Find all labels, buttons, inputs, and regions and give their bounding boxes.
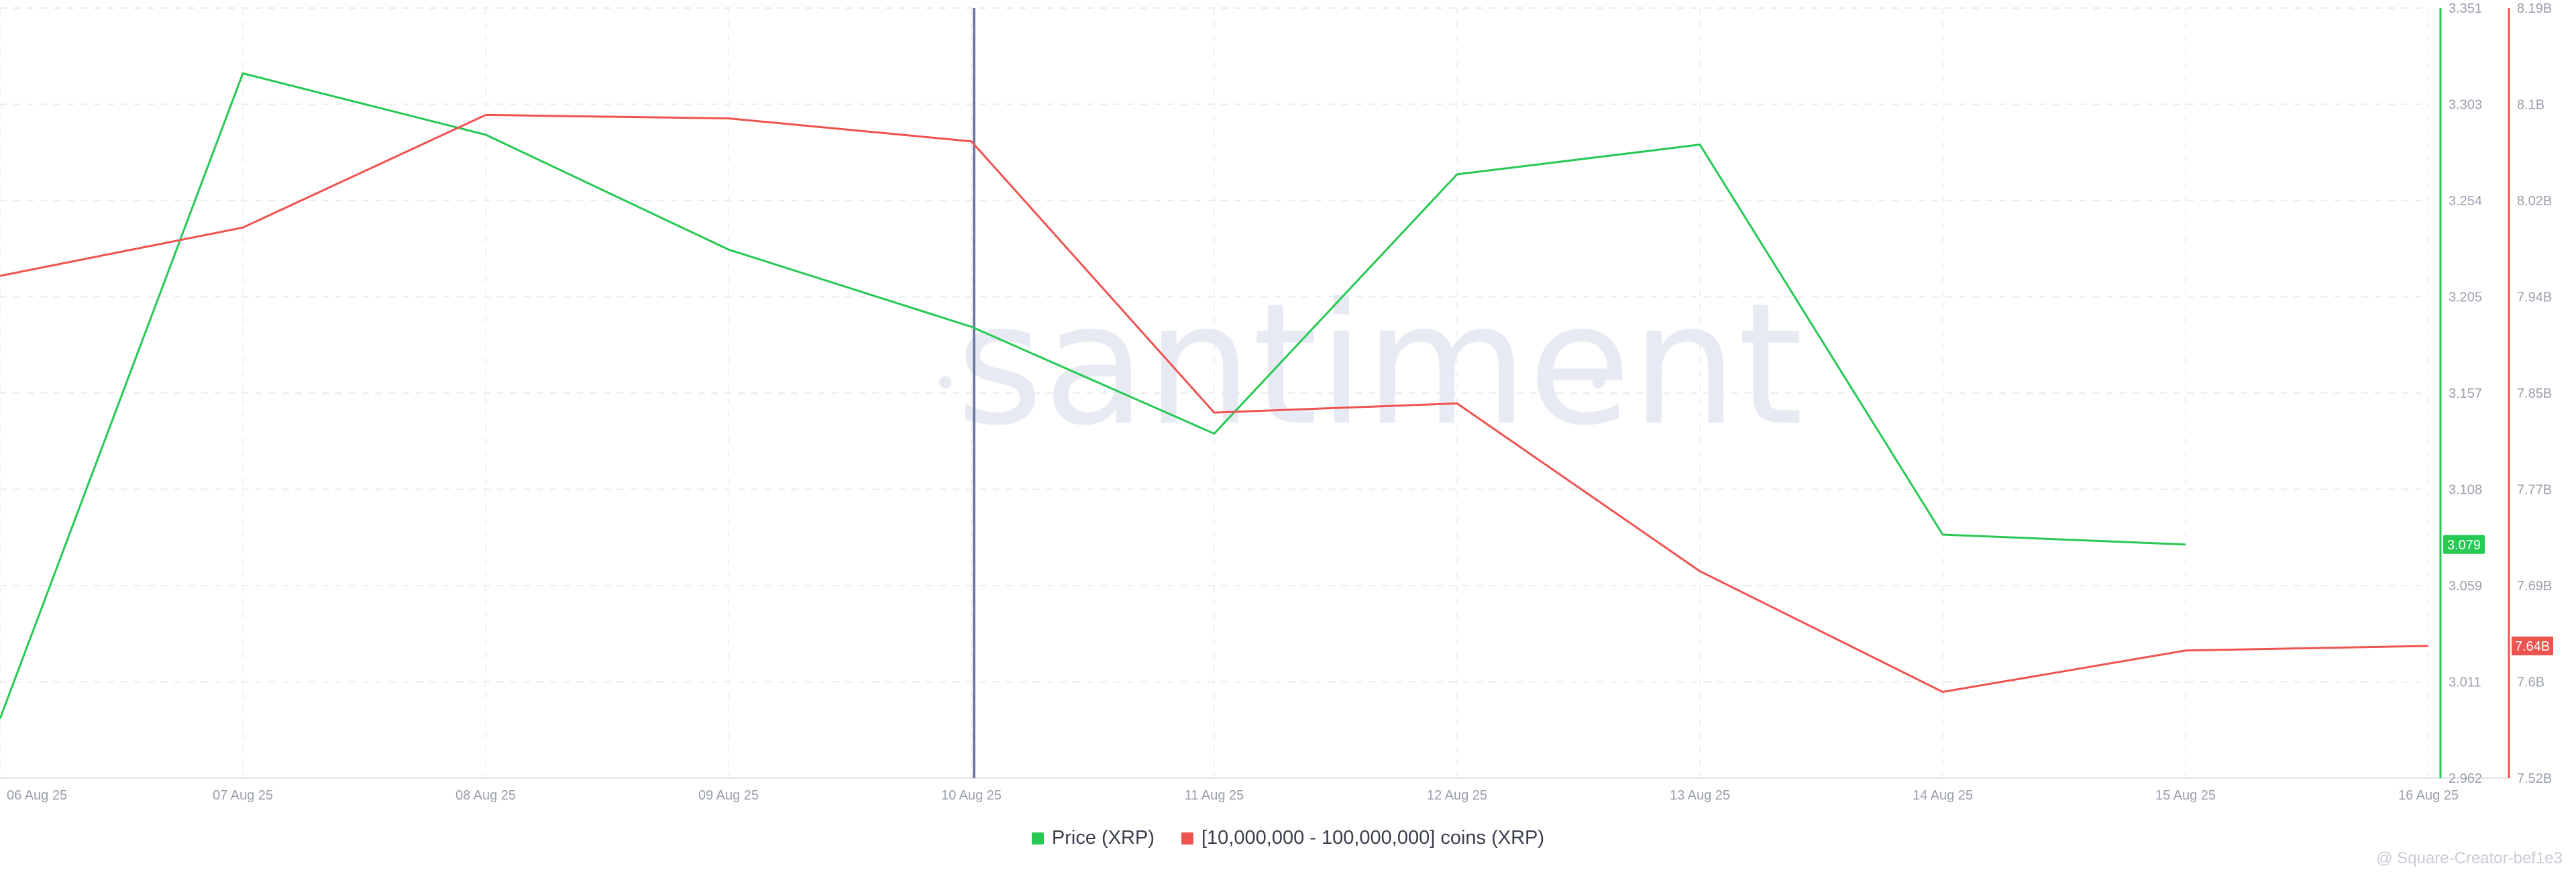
price-axis-tick-label: 3.205 [2449,290,2482,305]
price-current-badge: 3.079 [2447,538,2481,553]
x-tick-label: 09 Aug 25 [698,788,759,803]
author-credit: @ Square-Creator-bef1e3 [2376,849,2563,867]
x-tick-label: 13 Aug 25 [1670,788,1730,803]
legend-swatch-price [1031,832,1044,844]
legend-label-holders: [10,000,000 - 100,000,000] coins (XRP) [1201,827,1545,849]
price-axis-tick-label: 3.157 [2449,386,2482,401]
chart-marks [0,8,2429,778]
legend: Price (XRP) [10,000,000 - 100,000,000] c… [0,827,2576,849]
legend-label-price: Price (XRP) [1051,827,1155,849]
holders-current-badge-bg [2512,636,2553,655]
x-tick-label: 11 Aug 25 [1185,788,1244,803]
x-tick-label: 07 Aug 25 [213,788,273,803]
chart-axes [0,8,2510,779]
tick-labels: 06 Aug 25 07 Aug 25 08 Aug 25 09 Aug 25 10 A… [7,1,2553,803]
price-current-badge-bg [2443,535,2485,554]
holders-axis-tick-label: 8.1B [2517,98,2544,113]
x-tick-label: 16 Aug 25 [2398,788,2459,803]
x-tick-label: 14 Aug 25 [1913,788,1973,803]
holders-axis-tick-label: 7.69B [2517,579,2552,594]
price-series-line [0,72,2186,719]
watermark-dot-right [1593,376,1605,388]
legend-item-price[interactable]: Price (XRP) [1031,827,1155,849]
line-chart: santiment 06 Aug 25 07 Aug 25 08 Aug 25 09 … [0,1,2553,803]
holders-axis-tick-label: 7.94B [2517,290,2552,305]
watermark-text: santiment [956,267,1803,462]
x-tick-label: 08 Aug 25 [455,788,516,803]
holders-axis-tick-label: 7.6B [2517,675,2544,690]
price-axis-tick-label: 3.254 [2449,194,2482,209]
legend-item-holders[interactable]: [10,000,000 - 100,000,000] coins (XRP) [1181,827,1544,849]
price-axis-tick-label: 3.351 [2449,1,2482,16]
price-axis-tick-label: 3.059 [2449,579,2482,594]
x-tick-label: 12 Aug 25 [1427,788,1487,803]
holders-axis-tick-label: 7.85B [2517,386,2552,401]
price-axis-tick-label: 3.303 [2449,98,2482,113]
holders-axis-tick-label: 8.19B [2517,1,2552,16]
holders-axis-tick-label: 7.77B [2517,483,2552,498]
x-tick-label: 06 Aug 25 [7,788,67,803]
holders-axis-tick-label: 8.02B [2517,194,2552,209]
watermark-dot-left [939,376,951,388]
legend-swatch-holders [1181,832,1193,844]
holders-axis-tick-label: 7.52B [2517,771,2552,786]
x-tick-label: 10 Aug 25 [941,788,1002,803]
santiment-watermark: santiment [939,267,1803,462]
price-axis-tick-label: 3.108 [2449,483,2482,498]
holders-series-line [0,113,2429,693]
price-axis-tick-label: 2.962 [2449,771,2482,786]
price-axis-tick-label: 3.011 [2449,675,2481,690]
x-tick-label: 15 Aug 25 [2155,788,2216,803]
holders-current-badge: 7.64B [2515,639,2550,654]
